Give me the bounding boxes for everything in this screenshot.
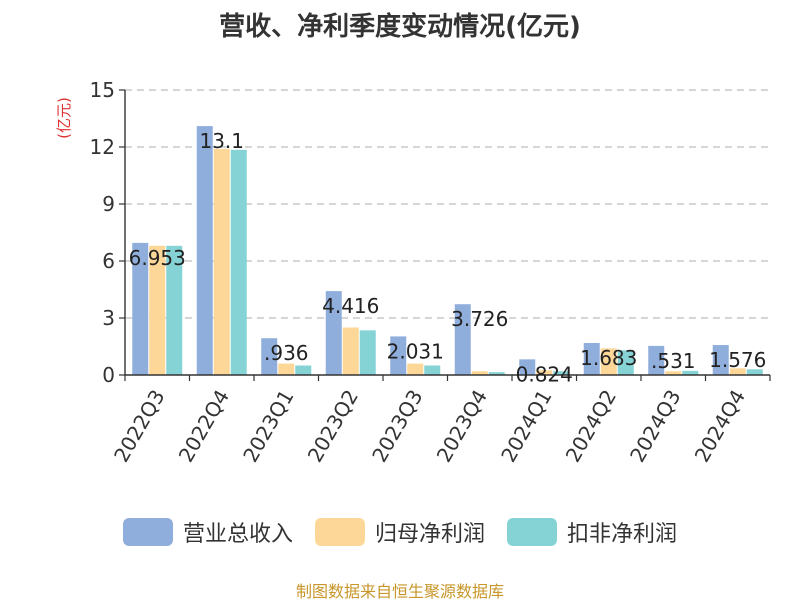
bar-2023Q4-series-1 [454,304,471,375]
bar-2022Q4-series-3 [230,149,247,375]
chart-title: 营收、净利季度变动情况(亿元) [219,12,581,42]
y-tick-label: 15 [90,78,115,102]
bar-2023Q4-series-3 [488,372,505,375]
x-tick-label: 2023Q3 [367,386,427,467]
bar-2023Q1-series-3 [295,365,312,375]
legend-label: 归母净利润 [374,522,485,547]
bar-2024Q3-series-1 [648,345,665,375]
legend-item[interactable]: 归母净利润 [314,516,485,548]
data-label: 1.576 [709,348,766,372]
legend-item[interactable]: 扣非净利润 [507,516,677,548]
bar-2023Q3-series-1 [390,336,407,375]
data-label: 1.683 [580,346,637,370]
data-label: .531 [651,349,696,373]
x-tick-label: 2023Q2 [303,386,363,467]
x-tick-label: 2022Q4 [174,386,234,467]
y-unit-label: (亿元) [55,97,73,139]
data-label: 13.1 [199,129,244,153]
legend-item[interactable]: 营业总收入 [122,516,293,548]
x-tick-label: 2023Q1 [238,386,298,467]
data-label: 4.416 [322,294,379,318]
x-tick-label: 2024Q4 [690,386,750,467]
bar-2023Q3-series-2 [407,363,424,375]
x-tick-label: 2022Q3 [109,386,169,467]
bar-2024Q3-series-2 [665,371,682,375]
bar-2024Q2-series-2 [600,348,617,375]
legend-label: 扣非净利润 [567,522,678,547]
bar-2022Q3-series-3 [166,245,183,375]
bar-2022Q3-series-2 [149,245,166,375]
bar-2023Q4-series-2 [471,371,488,375]
data-label: 6.953 [129,246,186,270]
bar-2024Q3-series-3 [682,370,699,375]
data-labels: 6.953 13.1 .936 4.416 2.031 3.726 0.824 1.683 .5… [129,129,767,386]
legend: 营业总收入 归母净利润 扣非净利润 [0,516,800,548]
bar-2024Q2-series-1 [583,343,600,375]
bar-2022Q4-series-2 [213,148,230,375]
x-tick-label: 2024Q1 [496,386,556,467]
bar-2024Q4-series-2 [729,368,746,375]
y-tick-label: 12 [90,135,115,159]
bar-2024Q1-series-2 [536,370,553,375]
bar-2023Q2-series-1 [325,291,342,375]
source-note: 制图数据来自恒生聚源数据库 [295,582,504,600]
x-tick-label: 2024Q3 [625,386,685,467]
data-label: .936 [264,341,309,365]
x-tick-label: 2023Q4 [432,386,492,467]
bar-2024Q2-series-3 [617,350,634,375]
data-label: 2.031 [387,339,444,363]
bar-2022Q4-series-1 [196,126,213,375]
y-tick-label: 6 [102,249,115,273]
bar-2024Q4-series-1 [712,345,729,375]
y-tick-label: 0 [102,363,115,387]
y-tick-label: 3 [102,306,115,330]
bar-2024Q1-series-3 [553,371,570,375]
bars-group [132,126,763,375]
x-tick-label: 2024Q2 [561,386,621,467]
legend-swatch [122,518,173,546]
bar-2024Q1-series-1 [519,359,536,375]
data-label: 3.726 [451,307,508,331]
data-label: 0.824 [516,362,573,386]
bar-2024Q4-series-3 [746,369,763,375]
bar-2023Q3-series-3 [424,365,441,375]
legend-swatch [314,518,365,546]
bar-2023Q2-series-2 [342,327,359,375]
y-tick-label: 9 [102,192,115,216]
bar-2022Q3-series-1 [132,242,149,375]
legend-swatch [507,518,557,546]
bar-2023Q1-series-1 [261,338,278,375]
bar-2023Q1-series-2 [278,363,295,375]
legend-label: 营业总收入 [182,522,293,547]
bar-2023Q2-series-3 [359,330,376,375]
